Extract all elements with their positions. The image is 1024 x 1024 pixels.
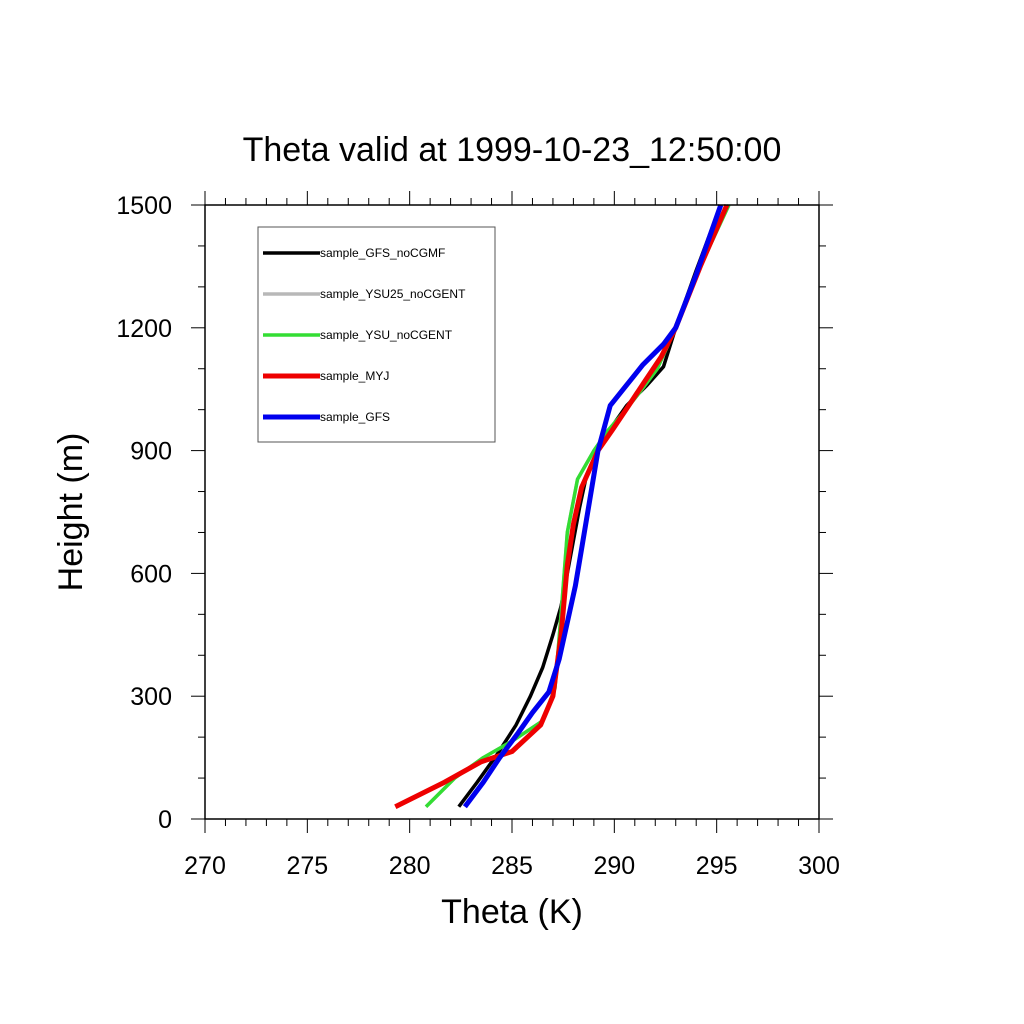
legend-label-sample_GFS: sample_GFS xyxy=(320,410,390,424)
y-axis-label: Height (m) xyxy=(52,433,90,592)
y-tick-label: 900 xyxy=(130,438,172,466)
y-tick-label: 300 xyxy=(130,683,172,711)
y-tick-labels: 0 300 600 900 1200 1500 xyxy=(116,192,172,834)
x-axis-label: Theta (K) xyxy=(441,893,583,931)
legend-label-sample_YSU25_noCGENT: sample_YSU25_noCGENT xyxy=(320,287,466,301)
y-tick-label: 600 xyxy=(130,560,172,588)
series-line-sample_GFS xyxy=(462,204,724,809)
series-layer xyxy=(394,204,731,809)
y-tick-label: 0 xyxy=(158,806,172,834)
x-tick-label: 280 xyxy=(389,852,431,880)
plot-area xyxy=(191,191,833,833)
series-line-sample_MYJ xyxy=(394,204,730,809)
x-tick-label: 290 xyxy=(593,852,635,880)
x-tick-labels: 270 275 280 285 290 295 300 xyxy=(184,852,840,880)
y-tick-label: 1200 xyxy=(116,315,172,343)
legend-label-sample_YSU_noCGENT: sample_YSU_noCGENT xyxy=(320,328,453,342)
legend-label-sample_MYJ: sample_MYJ xyxy=(320,369,389,383)
x-tick-label: 270 xyxy=(184,852,226,880)
x-tick-label: 275 xyxy=(286,852,328,880)
legend-items: sample_GFS_noCGMF sample_YSU25_noCGENTsam… xyxy=(263,246,466,424)
legend-label-sample_GFS_noCGMF: sample_GFS_noCGMF xyxy=(320,246,445,260)
x-tick-label: 295 xyxy=(696,852,738,880)
ticks-layer xyxy=(191,191,833,833)
series-line-sample_GFS_noCGMF xyxy=(457,204,723,808)
x-tick-label: 285 xyxy=(491,852,533,880)
x-tick-label: 300 xyxy=(798,852,840,880)
legend: sample_GFS_noCGMF sample_YSU25_noCGENTsam… xyxy=(257,226,496,443)
chart-title: Theta valid at 1999-10-23_12:50:00 xyxy=(243,131,782,169)
y-tick-label: 1500 xyxy=(116,192,172,220)
